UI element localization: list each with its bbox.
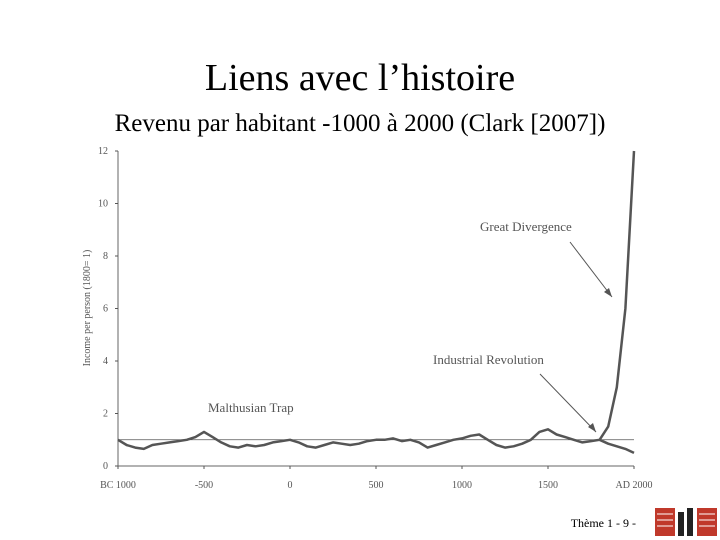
x-tick-label: BC 1000 — [100, 480, 136, 491]
x-tick-label: 500 — [369, 480, 384, 491]
annotation: Great Divergence — [480, 219, 572, 234]
x-tick-label: 1000 — [452, 480, 472, 491]
footer: Thème 1 - 9 - — [571, 516, 636, 530]
annotation: Malthusian Trap — [208, 400, 294, 415]
series-line — [599, 438, 635, 455]
x-tick-label: 0 — [288, 480, 293, 491]
x-tick-label: 1500 — [538, 480, 558, 491]
logo — [655, 508, 717, 536]
y-tick-label: 2 — [103, 409, 108, 420]
subtitle: Revenu par habitant -1000 à 2000 (Clark … — [115, 110, 606, 137]
y-axis-label: Income per person (1800= 1) — [82, 250, 93, 367]
y-tick-label: 10 — [98, 199, 108, 210]
title: Liens avec l’histoire — [205, 57, 515, 99]
arrowhead — [588, 423, 596, 432]
arrow — [539, 373, 597, 433]
y-tick-label: 0 — [103, 461, 108, 472]
y-tick-label: 8 — [103, 251, 108, 262]
series-line — [117, 150, 636, 451]
y-tick-label: 6 — [103, 304, 108, 315]
y-tick-label: 4 — [103, 356, 108, 367]
arrowhead — [604, 288, 612, 297]
arrow — [569, 241, 613, 298]
x-tick-label: AD 2000 — [616, 480, 653, 491]
y-tick-label: 12 — [98, 146, 108, 157]
x-tick-label: -500 — [195, 480, 213, 491]
annotation: Industrial Revolution — [433, 352, 544, 367]
